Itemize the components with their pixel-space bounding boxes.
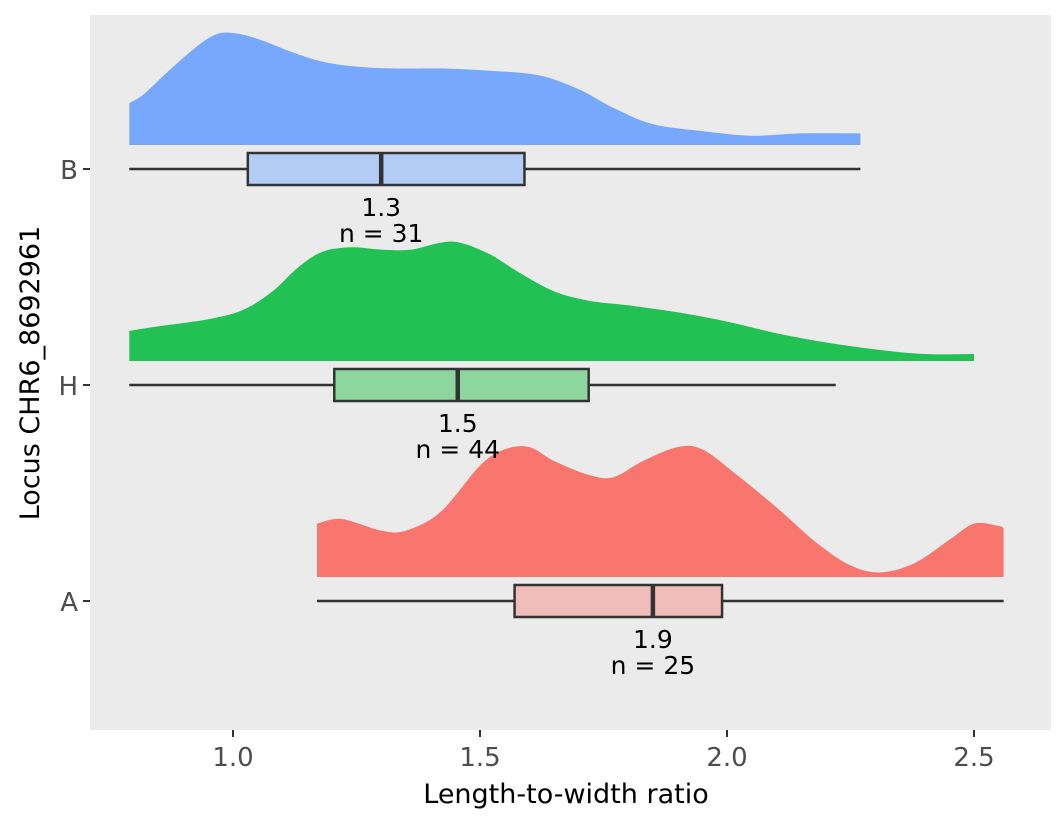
box-h — [333, 367, 590, 403]
x-tick-label: 2.5 — [953, 743, 994, 773]
groups-layer: 1.9n = 251.5n = 441.3n = 31 — [129, 32, 1004, 680]
n-label-a: n = 25 — [611, 651, 696, 680]
median-label-h: 1.5 — [438, 409, 478, 438]
x-tick-label: 1.0 — [212, 743, 253, 773]
n-label-b: n = 31 — [339, 219, 424, 248]
y-tick-label: H — [58, 372, 78, 402]
box-a — [513, 583, 724, 619]
group-h: 1.5n = 44 — [129, 241, 975, 464]
density-b — [129, 32, 861, 145]
density-a — [317, 445, 1004, 577]
y-axis-title: Locus CHR6_8692961 — [15, 226, 46, 521]
n-label-h: n = 44 — [416, 435, 501, 464]
y-tick-label: B — [60, 156, 78, 186]
box-b — [246, 151, 526, 187]
median-label-a: 1.9 — [633, 625, 673, 654]
density-h — [129, 241, 975, 361]
x-axis-title: Length-to-width ratio — [423, 779, 708, 810]
axes-layer: 1.0 1.5 2.0 2.5 A H B — [58, 156, 994, 773]
y-tick-label: A — [60, 588, 78, 618]
x-tick-label: 2.0 — [706, 743, 747, 773]
x-tick-label: 1.5 — [459, 743, 500, 773]
group-b: 1.3n = 31 — [129, 32, 861, 248]
median-label-b: 1.3 — [361, 193, 401, 222]
group-a: 1.9n = 25 — [316, 445, 1004, 680]
